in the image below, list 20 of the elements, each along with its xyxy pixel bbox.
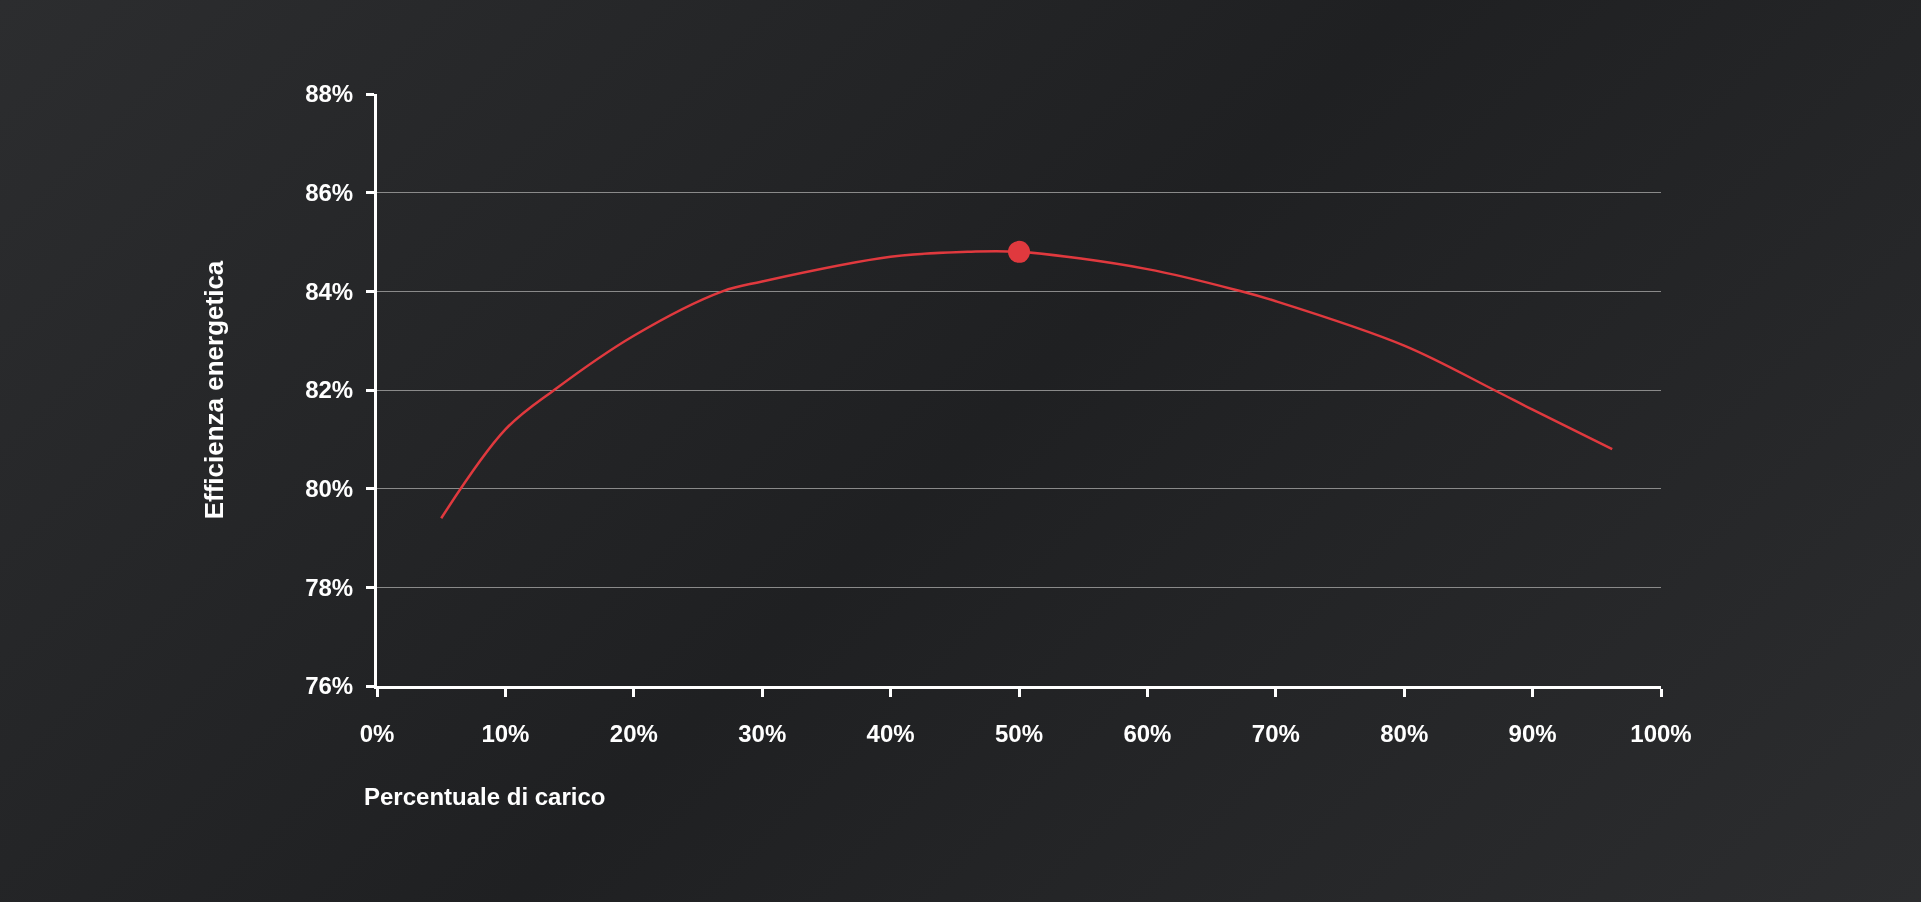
y-tick-label: 76%: [305, 672, 354, 700]
y-tick-label: 78%: [305, 573, 354, 601]
x-tick-label: 40%: [866, 719, 915, 747]
x-tick-label: 90%: [1508, 719, 1557, 747]
x-tick-label: 0%: [359, 719, 395, 747]
x-axis-title: Percentuale di carico: [364, 783, 606, 810]
x-tick-label: 20%: [609, 719, 658, 747]
x-tick-label: 80%: [1380, 719, 1429, 747]
x-tick-label: 70%: [1251, 719, 1300, 747]
y-tick-label: 88%: [305, 80, 354, 108]
y-tick-label: 82%: [305, 376, 354, 404]
x-tick-label: 60%: [1123, 719, 1172, 747]
x-tick-label: 100%: [1630, 719, 1692, 747]
y-tick-label: 86%: [305, 179, 354, 207]
y-tick-label: 84%: [305, 277, 354, 305]
x-tick-label: 50%: [994, 719, 1044, 747]
x-tick-label: 10%: [481, 719, 530, 747]
y-axis-title: Efficienza energetica: [198, 260, 229, 520]
y-tick-label: 80%: [305, 475, 354, 503]
x-tick-label: 30%: [738, 719, 787, 747]
